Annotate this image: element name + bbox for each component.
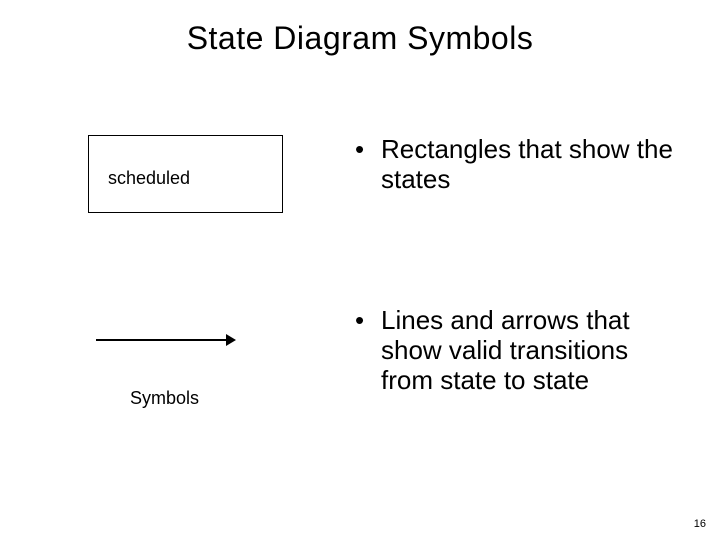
page-number: 16 [694, 518, 706, 530]
bullet-2: • Lines and arrows that show valid trans… [355, 306, 685, 396]
bullet-dot-icon: • [355, 135, 381, 195]
arrow-line [96, 339, 226, 341]
slide-title: State Diagram Symbols [0, 20, 720, 57]
arrowhead-icon [226, 334, 236, 346]
slide: State Diagram Symbols scheduled Symbols … [0, 0, 720, 540]
symbols-caption: Symbols [130, 388, 199, 409]
bullet-1: • Rectangles that show the states [355, 135, 685, 195]
bullet-dot-icon: • [355, 306, 381, 396]
bullet-2-text: Lines and arrows that show valid transit… [381, 306, 685, 396]
bullet-1-text: Rectangles that show the states [381, 135, 685, 195]
transition-arrow-symbol [96, 334, 238, 346]
state-rectangle-label: scheduled [108, 168, 190, 189]
